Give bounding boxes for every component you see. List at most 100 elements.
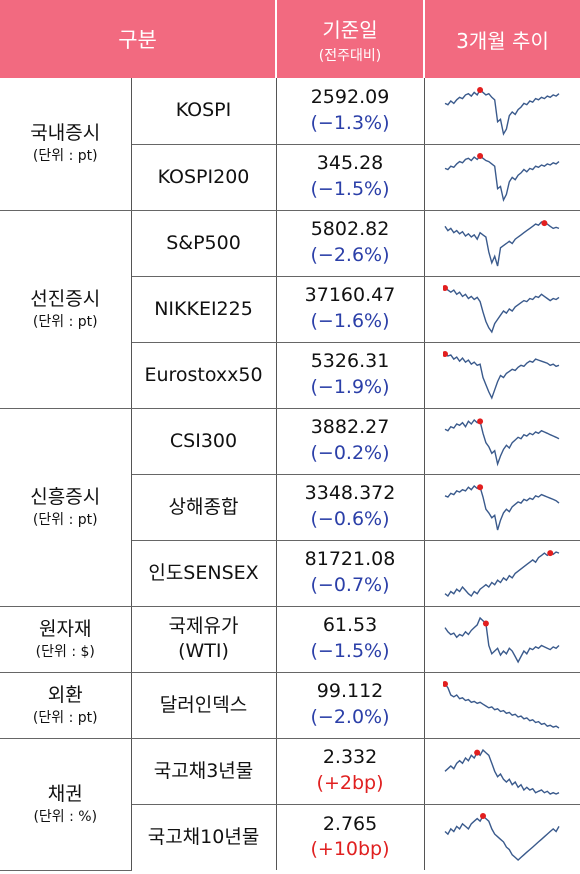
sparkline-line	[444, 683, 560, 729]
weekly-change: (+10bp)	[310, 838, 390, 861]
sparkline-chart	[443, 681, 560, 729]
table-row: Eurostoxx50 5326.31 (−1.9%)	[0, 342, 580, 409]
table-row: KOSPI200 345.28 (−1.5%)	[0, 144, 580, 211]
index-name: 국제유가 (WTI)	[131, 606, 277, 673]
trend-cell	[424, 342, 580, 409]
sparkline-chart	[444, 418, 560, 467]
group-cell: 원자재 (단위 : $)	[0, 606, 132, 673]
value-cell: 345.28 (−1.5%)	[276, 144, 425, 211]
index-name: 달러인덱스	[131, 672, 277, 739]
index-name: Eurostoxx50	[131, 342, 277, 409]
sparkline-peak-marker	[477, 86, 484, 93]
weekly-change: (−2.0%)	[310, 706, 390, 728]
trend-cell	[424, 804, 580, 870]
sparkline-chart	[444, 616, 560, 664]
sparkline-line	[444, 748, 560, 795]
sparkline-chart	[444, 748, 560, 795]
sparkline-chart	[444, 220, 560, 267]
header-trend: 3개월 추이	[424, 0, 580, 78]
trend-cell	[424, 474, 580, 541]
value-cell: 99.112 (−2.0%)	[276, 672, 425, 739]
header-base-date-label: 기준일	[322, 17, 378, 42]
sparkline-line	[444, 418, 560, 467]
group-cell: 국내증시 (단위 : pt)	[0, 78, 132, 211]
value-cell: 2.332 (+2bp)	[276, 738, 425, 805]
sparkline-peak-marker	[443, 351, 449, 357]
sparkline-peak-marker	[480, 813, 487, 820]
weekly-change: (−1.9%)	[310, 376, 390, 398]
sparkline-peak-marker	[443, 681, 449, 687]
group-label: 원자재	[39, 617, 92, 640]
group-label: 선진증시	[30, 287, 101, 310]
table-row: 선진증시 (단위 : pt) S&P500 5802.82 (−2.6%)	[0, 210, 580, 409]
group-cell: 선진증시 (단위 : pt)	[0, 210, 132, 409]
value-cell: 2.765 (+10bp)	[276, 804, 425, 870]
table-row: 외환 (단위 : pt) 달러인덱스 99.112 (−2.0%)	[0, 672, 580, 739]
group-label: 채권	[47, 782, 83, 805]
weekly-change: (+2bp)	[316, 772, 384, 794]
sparkline-chart	[444, 813, 560, 862]
sparkline-line	[444, 815, 560, 862]
group-cell: 신흥증시 (단위 : pt)	[0, 408, 132, 607]
index-name: 인도SENSEX	[131, 540, 277, 607]
weekly-change: (−0.6%)	[310, 508, 390, 530]
table-row: 국고채10년물 2.765 (+10bp)	[0, 804, 580, 870]
sparkline-peak-marker	[477, 484, 484, 491]
index-name: S&P500	[131, 210, 277, 277]
sparkline-chart	[445, 153, 560, 203]
index-name: KOSPI200	[131, 144, 277, 211]
header-base-date-sub: (전주대비)	[318, 47, 382, 64]
trend-cell	[424, 606, 580, 673]
sparkline-line	[444, 485, 560, 531]
index-value: 5802.82	[310, 218, 390, 241]
sparkline-line	[444, 221, 560, 267]
table-row: 인도SENSEX 81721.08 (−0.7%)	[0, 540, 580, 607]
table-row: 상해종합 3348.372 (−0.6%)	[0, 474, 580, 541]
value-cell: 3882.27 (−0.2%)	[276, 408, 425, 475]
sparkline-chart	[443, 351, 560, 400]
table-row: NIKKEI225 37160.47 (−1.6%)	[0, 276, 580, 343]
sparkline-chart	[444, 86, 560, 136]
index-value: 99.112	[316, 680, 384, 703]
index-value: 81721.08	[304, 548, 396, 571]
index-value: 5326.31	[310, 350, 390, 373]
group-unit: (단위 : %)	[33, 808, 98, 825]
sparkline-peak-marker	[541, 220, 548, 227]
index-value: 37160.47	[304, 284, 396, 307]
sparkline-line	[444, 353, 560, 400]
trend-cell	[424, 540, 580, 607]
index-value: 61.53	[322, 614, 378, 637]
group-label: 신흥증시	[30, 485, 101, 508]
weekly-change: (−1.6%)	[310, 310, 390, 332]
value-cell: 2592.09 (−1.3%)	[276, 78, 425, 145]
sparkline-peak-marker	[477, 418, 484, 425]
weekly-change: (−0.7%)	[310, 574, 390, 596]
trend-cell	[424, 144, 580, 211]
index-value: 2592.09	[310, 86, 390, 109]
value-cell: 61.53 (−1.5%)	[276, 606, 425, 673]
value-cell: 81721.08 (−0.7%)	[276, 540, 425, 607]
index-name: KOSPI	[131, 78, 277, 145]
weekly-change: (−2.6%)	[310, 244, 390, 266]
sparkline-line	[444, 287, 560, 334]
group-unit: (단위 : pt)	[32, 709, 98, 726]
value-cell: 5326.31 (−1.9%)	[276, 342, 425, 409]
sparkline-line	[444, 551, 560, 598]
table-row: 신흥증시 (단위 : pt) CSI300 3882.27 (−0.2%)	[0, 408, 580, 607]
group-cell: 채권 (단위 : %)	[0, 738, 132, 871]
index-value: 2.332	[322, 746, 378, 769]
trend-cell	[424, 276, 580, 343]
group-unit: (단위 : pt)	[32, 148, 98, 165]
table-row: 국내증시 (단위 : pt) KOSPI 2592.09 (−1.3%)	[0, 78, 580, 211]
index-value: 345.28	[316, 152, 384, 175]
sparkline-line	[444, 88, 560, 136]
trend-cell	[424, 78, 580, 145]
sparkline-peak-marker	[474, 749, 481, 756]
table-row: 채권 (단위 : %) 국고채3년물 2.332 (+2bp)	[0, 738, 580, 871]
group-unit: (단위 : $)	[35, 643, 95, 660]
header-row: 구분 기준일 (전주대비) 3개월 추이	[0, 0, 580, 78]
group-label: 외환	[47, 683, 83, 706]
table-body: 국내증시 (단위 : pt) KOSPI 2592.09 (−1.3%) KOSPI200…	[0, 78, 580, 871]
sparkline-peak-marker	[547, 550, 554, 557]
